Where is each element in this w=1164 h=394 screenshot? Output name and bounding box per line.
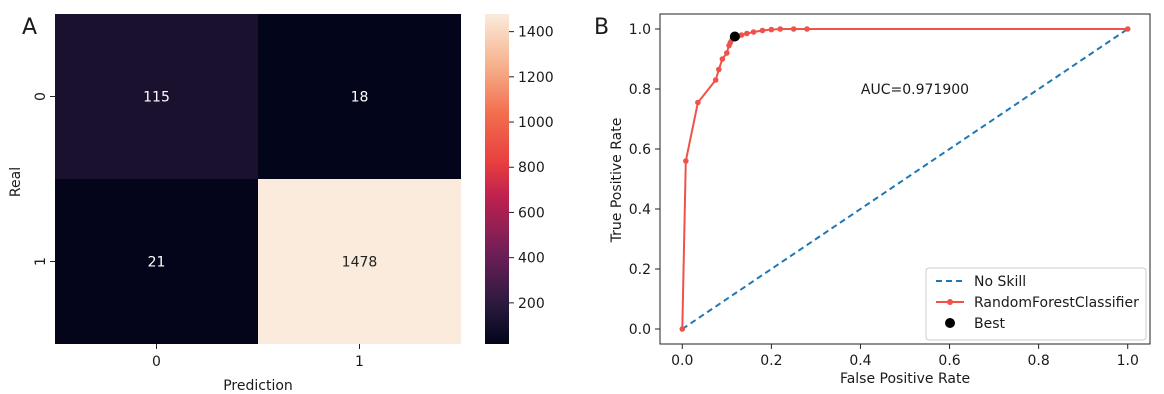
legend-no-skill-label: No Skill xyxy=(974,274,1026,290)
legend-rf-label: RandomForestClassifier xyxy=(974,295,1139,311)
roc-curve-panel: B 0.0 0.2 0.4 0.6 0.8 1.0 0.0 0.2 0.4 0.6 0.8 1.0 A… xyxy=(594,13,1151,387)
heatmap-cell-value: 18 xyxy=(351,90,369,106)
rf-roc-point xyxy=(750,29,757,35)
rf-roc-point xyxy=(744,30,750,37)
heatmap-y-axis-title: Real xyxy=(8,167,24,197)
colorbar-tick-label: 200 xyxy=(518,296,545,312)
heatmap-ticks: 0 1 0 1 xyxy=(33,92,364,370)
heatmap-y-tick-label: 1 xyxy=(33,257,49,266)
roc-y-tick-label: 0.2 xyxy=(629,262,651,278)
roc-y-tick-label: 0.6 xyxy=(629,142,651,158)
roc-x-tick-label: 0.4 xyxy=(849,353,871,369)
colorbar xyxy=(485,14,509,344)
roc-ticks: 0.0 0.2 0.4 0.6 0.8 1.0 0.0 0.2 0.4 0.6 0.8 1.0 xyxy=(629,22,1139,369)
roc-y-tick-label: 0.8 xyxy=(629,82,651,98)
legend-rf-marker xyxy=(947,299,953,305)
panel-a-label: A xyxy=(22,15,37,40)
colorbar-tick-label: 1400 xyxy=(518,25,554,41)
rf-roc-point xyxy=(683,158,689,164)
heatmap-y-tick-label: 0 xyxy=(33,92,49,101)
heatmap-cells: 115 18 21 1478 xyxy=(55,14,461,344)
heatmap-cell xyxy=(258,14,461,179)
rf-roc-point xyxy=(679,326,686,332)
legend-best-marker xyxy=(945,318,955,328)
heatmap-cell-value: 1478 xyxy=(342,255,378,271)
rf-roc-point xyxy=(719,56,726,62)
rf-roc-point xyxy=(790,26,797,32)
roc-x-tick-label: 0.0 xyxy=(671,353,693,369)
heatmap-cell-value: 115 xyxy=(143,90,170,106)
roc-y-axis-title: True Positive Rate xyxy=(609,118,625,244)
colorbar-tick-label: 800 xyxy=(518,160,545,176)
colorbar-ticks: 200 400 600 800 1000 1200 1400 xyxy=(509,25,554,312)
heatmap-cell-value: 21 xyxy=(148,255,166,271)
roc-y-tick-label: 0.4 xyxy=(629,202,651,218)
legend-best-label: Best xyxy=(974,316,1006,332)
heatmap-cell xyxy=(55,179,258,344)
colorbar-tick-label: 1000 xyxy=(518,115,554,131)
rf-roc-point xyxy=(777,26,784,32)
roc-series xyxy=(679,26,1131,332)
rf-roc-point xyxy=(712,77,719,83)
roc-y-tick-label: 1.0 xyxy=(629,22,651,38)
legend: No Skill RandomForestClassifier Best xyxy=(925,267,1147,341)
roc-x-tick-label: 1.0 xyxy=(1117,353,1139,369)
heatmap-cell xyxy=(55,14,258,179)
rf-roc-point xyxy=(759,27,766,34)
colorbar-tick-label: 1200 xyxy=(518,70,554,86)
roc-y-tick-label: 0.0 xyxy=(629,322,651,338)
heatmap-x-axis-title: Prediction xyxy=(223,378,293,394)
heatmap-x-tick-label: 0 xyxy=(152,354,161,370)
roc-x-tick-label: 0.8 xyxy=(1028,353,1050,369)
rf-roc-point xyxy=(724,50,730,56)
colorbar-tick-label: 400 xyxy=(518,251,545,267)
rf-roc-point xyxy=(738,32,745,38)
roc-x-axis-title: False Positive Rate xyxy=(840,371,970,387)
confusion-matrix-panel: A 115 18 21 1478 0 1 0 1 Prediction Real 200 40… xyxy=(8,14,554,394)
rf-roc-point xyxy=(1124,26,1131,32)
roc-x-tick-label: 0.2 xyxy=(760,353,782,369)
rf-roc-point xyxy=(804,26,810,32)
rf-roc-point xyxy=(768,26,775,33)
rf-roc-point xyxy=(716,66,722,73)
panel-b-label: B xyxy=(594,15,609,40)
auc-annotation: AUC=0.971900 xyxy=(861,82,969,98)
rf-roc-point xyxy=(695,99,701,106)
heatmap-cell xyxy=(258,179,461,344)
roc-x-tick-label: 0.6 xyxy=(938,353,960,369)
roc-plot-frame xyxy=(659,13,1151,345)
heatmap-x-tick-label: 1 xyxy=(355,354,364,370)
colorbar-tick-label: 600 xyxy=(518,205,545,221)
best-threshold-point xyxy=(729,31,740,42)
legend-box xyxy=(925,267,1147,341)
